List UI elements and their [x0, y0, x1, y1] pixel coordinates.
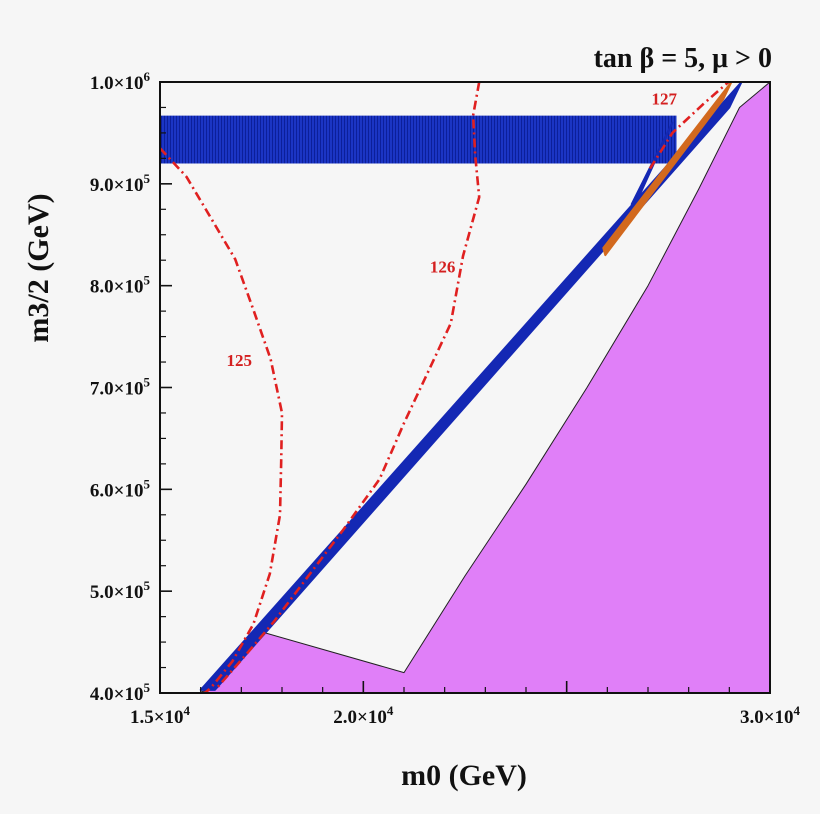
y-tick-label: 1.0×106: [90, 69, 151, 94]
contour-label-127: 127: [652, 89, 678, 108]
x-axis-title: m0 (GeV): [401, 759, 527, 792]
y-tick-label: 9.0×105: [90, 171, 151, 196]
x-tick-label: 2.0×104: [333, 703, 394, 728]
x-tick-label: 1.5×104: [130, 703, 191, 728]
y-tick-label: 4.0×105: [90, 680, 151, 705]
contour-127: [648, 81, 730, 170]
y-tick-label: 6.0×105: [90, 476, 151, 501]
x-axis: 1.5×104 2.0×104 3.0×104: [130, 681, 801, 728]
contour-label-125: 125: [227, 351, 253, 370]
chart-title: tan β = 5, μ > 0: [594, 43, 772, 74]
y-tick-label: 5.0×105: [90, 578, 151, 603]
y-tick-label: 8.0×105: [90, 273, 151, 298]
region-blue-diagonal: [630, 121, 674, 206]
region-blue-band: [160, 115, 677, 164]
y-axis: 4.0×105 5.0×105 6.0×105 7.0×105 8.0×105 9.0×1…: [90, 69, 172, 705]
x-tick-label: 3.0×104: [740, 703, 801, 728]
region-orange-strip: [602, 81, 733, 257]
contour-label-126: 126: [430, 257, 456, 276]
contour-125: [159, 147, 284, 694]
contour-126: [215, 81, 481, 689]
contour-layer: 125 126 127: [159, 81, 730, 694]
y-tick-label: 7.0×105: [90, 375, 151, 400]
y-axis-title: m3/2 (GeV): [22, 193, 55, 342]
